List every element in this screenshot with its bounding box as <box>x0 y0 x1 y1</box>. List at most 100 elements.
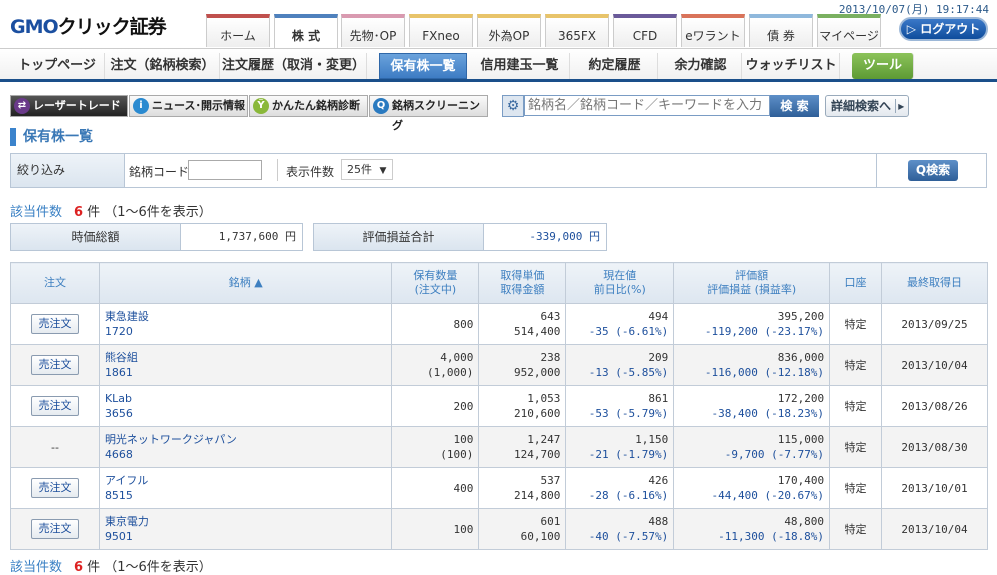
unit-cost: 601 <box>540 515 561 528</box>
caret-right-icon: ▸ <box>895 99 905 113</box>
tab-7[interactable]: eワラント <box>681 14 745 47</box>
nav-item-2[interactable]: 注文履歴（取消・変更） <box>221 53 367 79</box>
diagnosis-button[interactable]: Ÿ かんたん銘柄診断 <box>249 95 368 117</box>
code-input[interactable] <box>188 160 262 180</box>
unit-cost: 1,247 <box>527 433 561 446</box>
tab-3[interactable]: FXneo <box>409 14 473 47</box>
tab-9[interactable]: マイページ <box>817 14 881 47</box>
filter-search-button[interactable]: Q検索 <box>908 160 958 181</box>
unit-cost: 643 <box>540 310 561 323</box>
stock-name-link[interactable]: KLab <box>104 392 133 405</box>
chevron-down-icon: ▼ <box>379 166 387 176</box>
stock-code-link[interactable]: 1720 <box>104 325 133 338</box>
table-row: 売注文 アイフル 8515 400 537 214,800 426 -28 (-6.1… <box>10 467 988 509</box>
nav-item-6[interactable]: 余力確認 <box>660 53 742 79</box>
nav-item-1[interactable]: 注文（銘柄検索） <box>106 53 220 79</box>
laser-trade-button[interactable]: ⇄ レーザートレード <box>10 95 128 117</box>
stock-name-link[interactable]: 東急建設 <box>104 310 149 323</box>
stock-code-link[interactable]: 8515 <box>104 489 133 502</box>
day-change: -21 (-1.79%) <box>588 448 669 461</box>
stock-name-link[interactable]: アイフル <box>104 474 149 487</box>
account-type: 特定 <box>829 303 882 345</box>
day-change: -35 (-6.61%) <box>588 325 669 338</box>
filter-panel: 絞り込み 銘柄コード 表示件数 25件 ▼ Q検索 <box>10 153 987 188</box>
stock-code-link[interactable]: 3656 <box>104 407 133 420</box>
gear-icon[interactable]: ⚙ <box>502 95 524 117</box>
nav-item-5[interactable]: 約定履歴 <box>572 53 658 79</box>
stock-code-link[interactable]: 1861 <box>104 366 133 379</box>
sell-order-button[interactable]: 売注文 <box>30 396 79 416</box>
stock-name-link[interactable]: 東京電力 <box>104 515 149 528</box>
sell-order-button[interactable]: 売注文 <box>30 478 79 498</box>
tab-8[interactable]: 債 券 <box>749 14 813 47</box>
total-cost: 210,600 <box>513 407 561 420</box>
play-icon: ▷ <box>906 22 917 36</box>
detail-search-label: 詳細検索へ <box>831 99 892 113</box>
current-price: 494 <box>648 310 669 323</box>
column-header: 取得単価 取得金額 <box>478 262 567 304</box>
valuation: 172,200 <box>777 392 825 405</box>
valuation: 170,400 <box>777 474 825 487</box>
total-cost: 952,000 <box>513 366 561 379</box>
column-header[interactable]: 銘柄 ▲ <box>98 262 393 304</box>
tab-6[interactable]: CFD <box>613 14 677 47</box>
tab-1[interactable]: 株 式 <box>274 14 338 50</box>
table-row: 売注文 KLab 3656 200 1,053 210,600 861 -53 (-5… <box>10 385 988 427</box>
column-header: 現在値 前日比(%) <box>565 262 675 304</box>
news-button[interactable]: i ニュース･開示情報 <box>129 95 248 117</box>
swap-icon: ⇄ <box>14 98 30 114</box>
valuation: 48,800 <box>784 515 825 528</box>
no-order: -- <box>50 440 59 454</box>
sell-order-button[interactable]: 売注文 <box>30 314 79 334</box>
filter-label: 絞り込み <box>11 154 125 187</box>
tab-5[interactable]: 365FX <box>545 14 609 47</box>
logout-button[interactable]: ▷ ログアウト <box>899 17 988 41</box>
profit-loss: -44,400 (-20.67%) <box>711 489 825 502</box>
logout-label: ログアウト <box>920 22 981 36</box>
quantity: 400 <box>453 481 474 495</box>
stock-code-link[interactable]: 4668 <box>104 448 133 461</box>
column-header: 注文 <box>10 262 100 304</box>
last-acquired-date: 2013/09/25 <box>881 303 988 345</box>
datetime: 2013/10/07(月) 19:17:44 <box>838 3 989 16</box>
sprout-icon: Ÿ <box>253 98 269 114</box>
screening-button[interactable]: Q 銘柄スクリーニング <box>369 95 488 132</box>
count-select[interactable]: 25件 ▼ <box>341 159 393 180</box>
account-type: 特定 <box>829 508 882 550</box>
detail-search-button[interactable]: 詳細検索へ ▸ <box>825 95 909 117</box>
divider <box>277 159 278 181</box>
day-change: -40 (-7.57%) <box>588 530 669 543</box>
nav-item-3[interactable]: 保有株一覧 <box>379 53 467 79</box>
stock-name-link[interactable]: 熊谷組 <box>104 351 138 364</box>
last-acquired-date: 2013/10/04 <box>881 344 988 386</box>
sell-order-button[interactable]: 売注文 <box>30 519 79 539</box>
nav-item-4[interactable]: 信用建玉一覧 <box>470 53 570 79</box>
info-icon: i <box>133 98 149 114</box>
search-button[interactable]: 検 索 <box>770 95 819 117</box>
quantity: 100 <box>453 522 474 536</box>
logo[interactable]: GMOクリック証券 <box>10 16 167 38</box>
quantity: 800 <box>453 317 474 331</box>
tab-2[interactable]: 先物･OP <box>341 14 405 47</box>
last-acquired-date: 2013/08/26 <box>881 385 988 427</box>
quantity-pending: (1,000) <box>427 366 474 379</box>
stock-search-input[interactable] <box>524 95 770 116</box>
tab-0[interactable]: ホーム <box>206 14 270 47</box>
last-acquired-date: 2013/10/04 <box>881 508 988 550</box>
nav-item-7[interactable]: ウォッチリスト <box>743 53 840 79</box>
stock-code-link[interactable]: 9501 <box>104 530 133 543</box>
stock-name-link[interactable]: 明光ネットワークジャパン <box>104 433 237 446</box>
current-price: 426 <box>648 474 669 487</box>
valuation: 395,200 <box>777 310 825 323</box>
tab-4[interactable]: 外為OP <box>477 14 541 47</box>
sell-order-button[interactable]: 売注文 <box>30 355 79 375</box>
total-cost: 124,700 <box>513 448 561 461</box>
diagnosis-label: かんたん銘柄診断 <box>272 99 360 112</box>
nav-item-0[interactable]: トップページ <box>10 53 105 79</box>
code-label: 銘柄コード <box>129 165 190 179</box>
account-type: 特定 <box>829 426 882 468</box>
nav-item-8[interactable]: ツール <box>852 53 914 79</box>
filter-search-label: 検索 <box>926 163 951 177</box>
column-header: 評価額 評価損益 (損益率) <box>673 262 831 304</box>
unit-cost: 537 <box>540 474 561 487</box>
